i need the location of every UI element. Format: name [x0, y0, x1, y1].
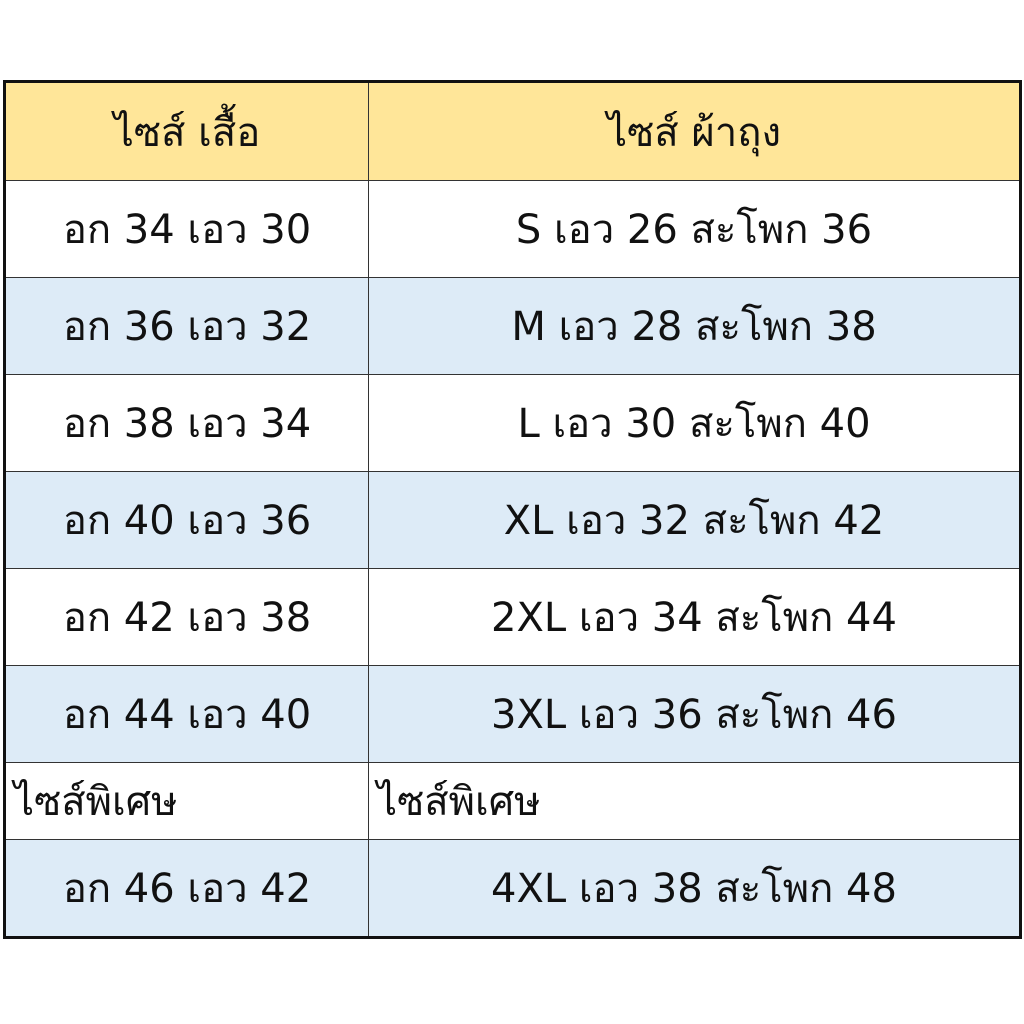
header-sarong-size: ไซส์ ผ้าถุง	[368, 81, 1021, 181]
table-row: อก 38 เอว 34 L เอว 30 สะโพก 40	[4, 374, 1021, 472]
shirt-size-cell: อก 36 เอว 32	[4, 277, 369, 375]
shirt-size-cell: อก 38 เอว 34	[4, 374, 369, 472]
size-chart-table: ไซส์ เสื้อ ไซส์ ผ้าถุง อก 34 เอว 30 S เอ…	[3, 80, 1022, 939]
header-row: ไซส์ เสื้อ ไซส์ ผ้าถุง	[4, 81, 1021, 181]
sarong-size-cell: S เอว 26 สะโพก 36	[368, 180, 1021, 278]
special-size-label-row: ไซส์พิเศษ ไซส์พิเศษ	[4, 762, 1021, 840]
special-sarong-label: ไซส์พิเศษ	[368, 762, 1021, 840]
sarong-size-cell: 3XL เอว 36 สะโพก 46	[368, 665, 1021, 763]
table-row: อก 46 เอว 42 4XL เอว 38 สะโพก 48	[4, 839, 1021, 938]
shirt-size-cell: อก 42 เอว 38	[4, 568, 369, 666]
sarong-size-cell: L เอว 30 สะโพก 40	[368, 374, 1021, 472]
special-shirt-label: ไซส์พิเศษ	[4, 762, 369, 840]
sarong-size-cell: 4XL เอว 38 สะโพก 48	[368, 839, 1021, 938]
table-row: อก 40 เอว 36 XL เอว 32 สะโพก 42	[4, 471, 1021, 569]
table-row: อก 44 เอว 40 3XL เอว 36 สะโพก 46	[4, 665, 1021, 763]
sarong-size-cell: XL เอว 32 สะโพก 42	[368, 471, 1021, 569]
table-row: อก 34 เอว 30 S เอว 26 สะโพก 36	[4, 180, 1021, 278]
header-shirt-size: ไซส์ เสื้อ	[4, 81, 369, 181]
table-row: อก 36 เอว 32 M เอว 28 สะโพก 38	[4, 277, 1021, 375]
shirt-size-cell: อก 46 เอว 42	[4, 839, 369, 938]
shirt-size-cell: อก 40 เอว 36	[4, 471, 369, 569]
shirt-size-cell: อก 34 เอว 30	[4, 180, 369, 278]
sarong-size-cell: 2XL เอว 34 สะโพก 44	[368, 568, 1021, 666]
sarong-size-cell: M เอว 28 สะโพก 38	[368, 277, 1021, 375]
shirt-size-cell: อก 44 เอว 40	[4, 665, 369, 763]
table-row: อก 42 เอว 38 2XL เอว 34 สะโพก 44	[4, 568, 1021, 666]
